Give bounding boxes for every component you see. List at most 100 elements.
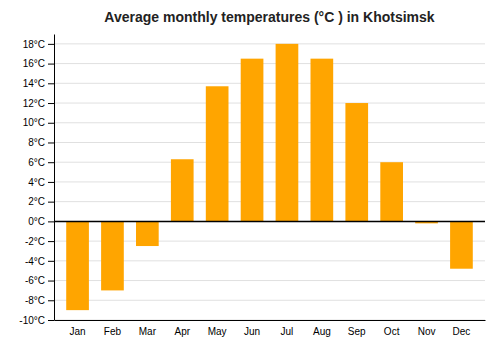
x-tick-label: Dec <box>453 326 471 337</box>
x-axis: Jan Feb Mar Apr May Jun Jul Aug Sep Oct Nov Dec <box>55 321 486 338</box>
y-tick-mark <box>48 103 54 104</box>
y-tick-label: 18°C <box>23 39 45 50</box>
x-tick-label: Jun <box>244 326 260 337</box>
y-tick-mark <box>48 202 54 203</box>
bar <box>101 221 124 290</box>
y-tick-mark <box>48 162 54 163</box>
x-tick: Jul <box>281 326 294 337</box>
x-tick-label: Nov <box>418 326 436 337</box>
bar <box>380 162 403 221</box>
grid-line <box>54 162 485 163</box>
x-tick: Jun <box>244 326 260 337</box>
x-tick: Apr <box>174 326 190 337</box>
y-tick-label: -8°C <box>25 295 45 306</box>
y-tick-mark <box>48 241 54 242</box>
grid-line <box>54 103 485 104</box>
grid <box>54 44 485 320</box>
y-tick: 0°C <box>28 216 54 227</box>
y-tick-label: -4°C <box>25 256 45 267</box>
x-tick-label: May <box>208 326 227 337</box>
y-tick: -8°C <box>25 295 54 306</box>
bar <box>206 86 229 221</box>
x-tick: Feb <box>104 326 122 337</box>
y-tick-label: -10°C <box>19 315 45 326</box>
y-tick-mark <box>48 221 54 222</box>
y-tick: 2°C <box>28 196 54 207</box>
grid-line <box>54 63 485 64</box>
y-tick-mark <box>48 300 54 301</box>
y-tick-mark <box>48 142 54 143</box>
y-tick-mark <box>48 281 54 282</box>
y-tick: 12°C <box>23 98 54 109</box>
y-tick: 8°C <box>28 137 54 148</box>
grid-line <box>54 122 485 123</box>
y-tick: 16°C <box>23 58 54 69</box>
y-tick-label: 4°C <box>28 177 45 188</box>
y-axis-line <box>54 35 55 321</box>
y-tick-mark <box>48 83 54 84</box>
grid-line <box>54 83 485 84</box>
x-tick-label: Apr <box>174 326 190 337</box>
x-tick-label: Sep <box>348 326 366 337</box>
y-tick-mark <box>48 320 54 321</box>
x-tick: Sep <box>348 326 366 337</box>
grid-line <box>54 43 485 44</box>
grid-line <box>54 221 485 222</box>
y-tick-label: 0°C <box>28 216 45 227</box>
bar <box>136 221 159 246</box>
grid-line <box>54 142 485 143</box>
y-tick-label: -2°C <box>25 236 45 247</box>
y-tick-mark <box>48 261 54 262</box>
y-tick-mark <box>48 64 54 65</box>
x-tick: Aug <box>313 326 331 337</box>
chart: -10°C -8°C -6°C -4°C -2°C 0°C 2°C 4°C 6°C 8°C 10°C… <box>0 0 500 350</box>
y-tick: 18°C <box>23 39 54 50</box>
y-tick-mark <box>48 123 54 124</box>
y-tick-label: 14°C <box>23 78 45 89</box>
y-tick-label: 10°C <box>23 117 45 128</box>
y-tick: 4°C <box>28 177 54 188</box>
y-tick: -2°C <box>25 236 54 247</box>
bars <box>66 44 473 310</box>
zero-line <box>54 221 485 223</box>
y-tick: -6°C <box>25 275 54 286</box>
grid-line <box>54 300 485 301</box>
x-tick-label: Aug <box>313 326 331 337</box>
grid-line <box>54 201 485 202</box>
x-tick-label: Jan <box>69 326 85 337</box>
x-tick: Mar <box>139 326 157 337</box>
title: Average monthly temperatures (°C ) in Kh… <box>104 9 434 25</box>
y-tick-label: 6°C <box>28 157 45 168</box>
x-tick-label: Oct <box>384 326 400 337</box>
y-tick: -10°C <box>19 315 54 326</box>
y-tick-label: 2°C <box>28 196 45 207</box>
y-tick: -4°C <box>25 256 54 267</box>
bar <box>241 59 264 222</box>
x-tick: May <box>208 326 227 337</box>
y-tick: 10°C <box>23 117 54 128</box>
x-tick-label: Jul <box>281 326 294 337</box>
y-axis: -10°C -8°C -6°C -4°C -2°C 0°C 2°C 4°C 6°C 8°C 10°C… <box>19 35 54 326</box>
x-tick: Jan <box>69 326 85 337</box>
grid-line <box>54 320 485 321</box>
grid-line <box>54 181 485 182</box>
bar <box>171 159 194 221</box>
chart-container: -10°C -8°C -6°C -4°C -2°C 0°C 2°C 4°C 6°C 8°C 10°C… <box>0 0 500 350</box>
y-tick: 14°C <box>23 78 54 89</box>
bar <box>345 103 368 221</box>
bar <box>450 221 473 268</box>
y-tick-label: -6°C <box>25 275 45 286</box>
bar <box>311 59 334 222</box>
x-axis-line <box>55 320 486 321</box>
x-tick-label: Feb <box>104 326 122 337</box>
y-tick: 6°C <box>28 157 54 168</box>
bar <box>276 44 299 222</box>
y-tick-mark <box>48 44 54 45</box>
y-tick-label: 12°C <box>23 98 45 109</box>
x-tick: Dec <box>453 326 471 337</box>
x-tick: Nov <box>418 326 436 337</box>
bar <box>66 221 89 310</box>
x-tick-label: Mar <box>139 326 157 337</box>
y-tick-mark <box>48 182 54 183</box>
y-tick-label: 16°C <box>23 58 45 69</box>
